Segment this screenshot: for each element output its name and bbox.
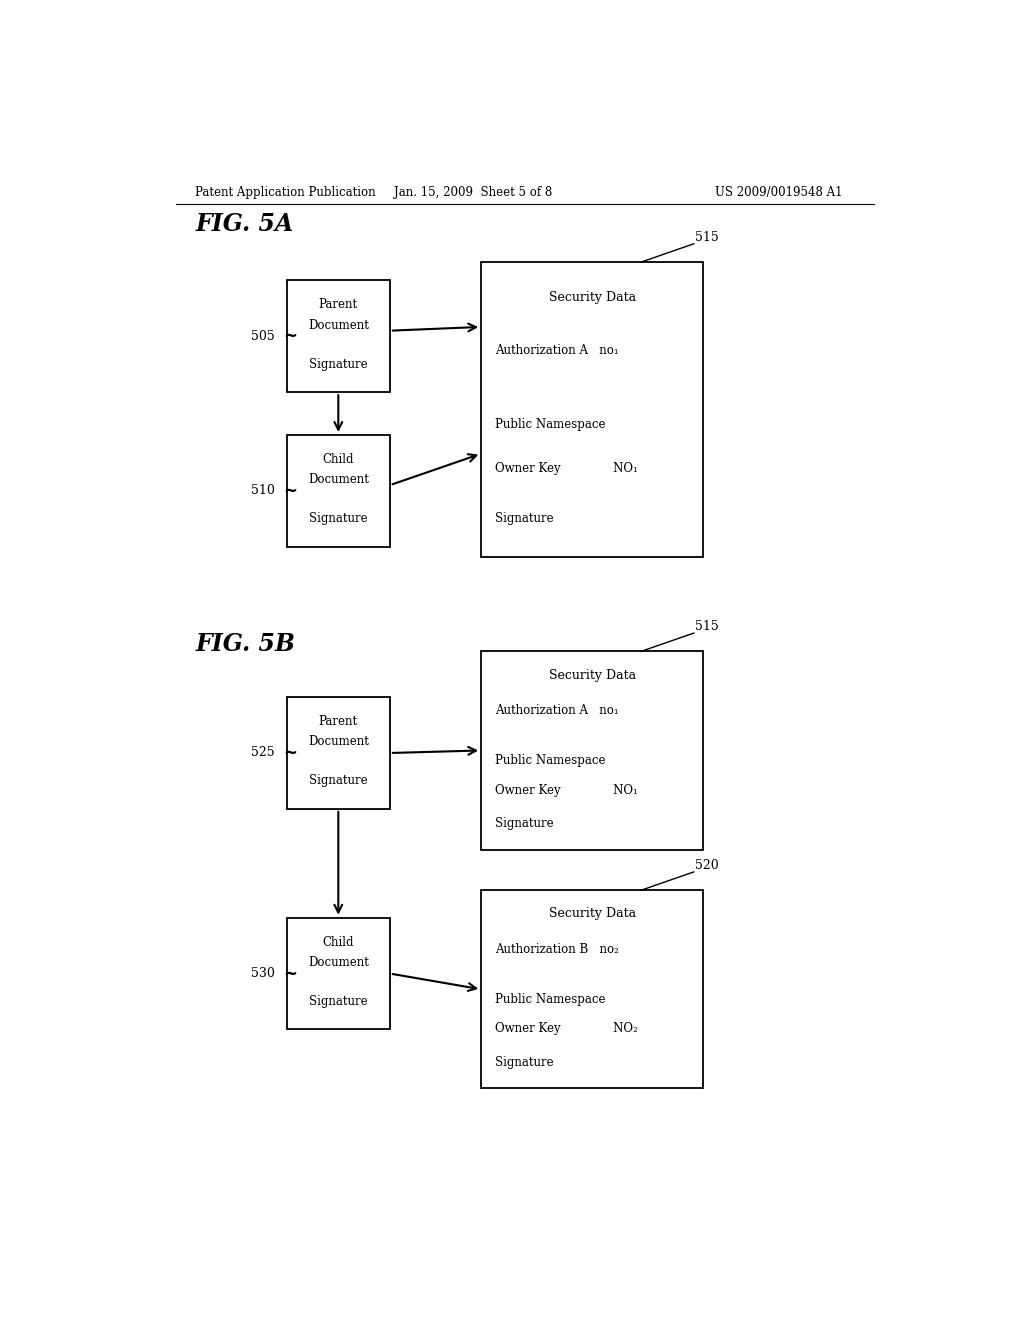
Text: Authorization B   no₂: Authorization B no₂	[496, 944, 620, 956]
Text: Document: Document	[308, 735, 369, 748]
Text: Document: Document	[308, 473, 369, 486]
Text: Child: Child	[323, 453, 354, 466]
Text: Security Data: Security Data	[549, 669, 636, 681]
Text: Signature: Signature	[309, 512, 368, 525]
Text: Public Namespace: Public Namespace	[496, 993, 606, 1006]
Text: US 2009/0019548 A1: US 2009/0019548 A1	[715, 186, 842, 199]
Text: ~: ~	[283, 744, 297, 762]
Text: 525: 525	[251, 747, 274, 759]
Bar	[287, 434, 390, 546]
Text: Document: Document	[308, 318, 369, 331]
Text: Jan. 15, 2009  Sheet 5 of 8: Jan. 15, 2009 Sheet 5 of 8	[394, 186, 552, 199]
Text: Signature: Signature	[496, 512, 554, 525]
Text: Signature: Signature	[496, 817, 554, 830]
Text: Public Namespace: Public Namespace	[496, 417, 606, 430]
Text: Parent: Parent	[318, 298, 357, 312]
Text: ~: ~	[283, 327, 297, 346]
Text: Authorization A   no₁: Authorization A no₁	[496, 345, 620, 356]
Text: Public Namespace: Public Namespace	[496, 754, 606, 767]
Bar	[287, 280, 390, 392]
Text: Signature: Signature	[496, 1056, 554, 1069]
Text: Signature: Signature	[309, 775, 368, 788]
Text: FIG. 5A: FIG. 5A	[196, 213, 294, 236]
Text: 505: 505	[251, 330, 274, 343]
Text: ~: ~	[283, 482, 297, 500]
Text: Security Data: Security Data	[549, 907, 636, 920]
Text: Authorization A   no₁: Authorization A no₁	[496, 705, 620, 717]
Text: ~: ~	[283, 965, 297, 982]
Text: Security Data: Security Data	[549, 290, 636, 304]
Text: FIG. 5B: FIG. 5B	[196, 632, 296, 656]
Text: Signature: Signature	[309, 358, 368, 371]
Text: Patent Application Publication: Patent Application Publication	[196, 186, 376, 199]
Text: 520: 520	[695, 859, 719, 873]
Bar	[481, 651, 703, 850]
Bar	[481, 890, 703, 1089]
Text: Document: Document	[308, 956, 369, 969]
Text: 510: 510	[251, 484, 274, 498]
Bar	[287, 917, 390, 1030]
Text: 515: 515	[695, 231, 719, 244]
Text: Signature: Signature	[309, 995, 368, 1008]
Text: Owner Key              NO₁: Owner Key NO₁	[496, 462, 638, 475]
Text: 530: 530	[251, 968, 274, 979]
Text: Owner Key              NO₂: Owner Key NO₂	[496, 1023, 638, 1035]
Bar	[481, 263, 703, 557]
Text: 515: 515	[695, 620, 719, 634]
Text: Child: Child	[323, 936, 354, 949]
Text: Owner Key              NO₁: Owner Key NO₁	[496, 784, 638, 796]
Text: Parent: Parent	[318, 715, 357, 729]
Bar	[287, 697, 390, 809]
